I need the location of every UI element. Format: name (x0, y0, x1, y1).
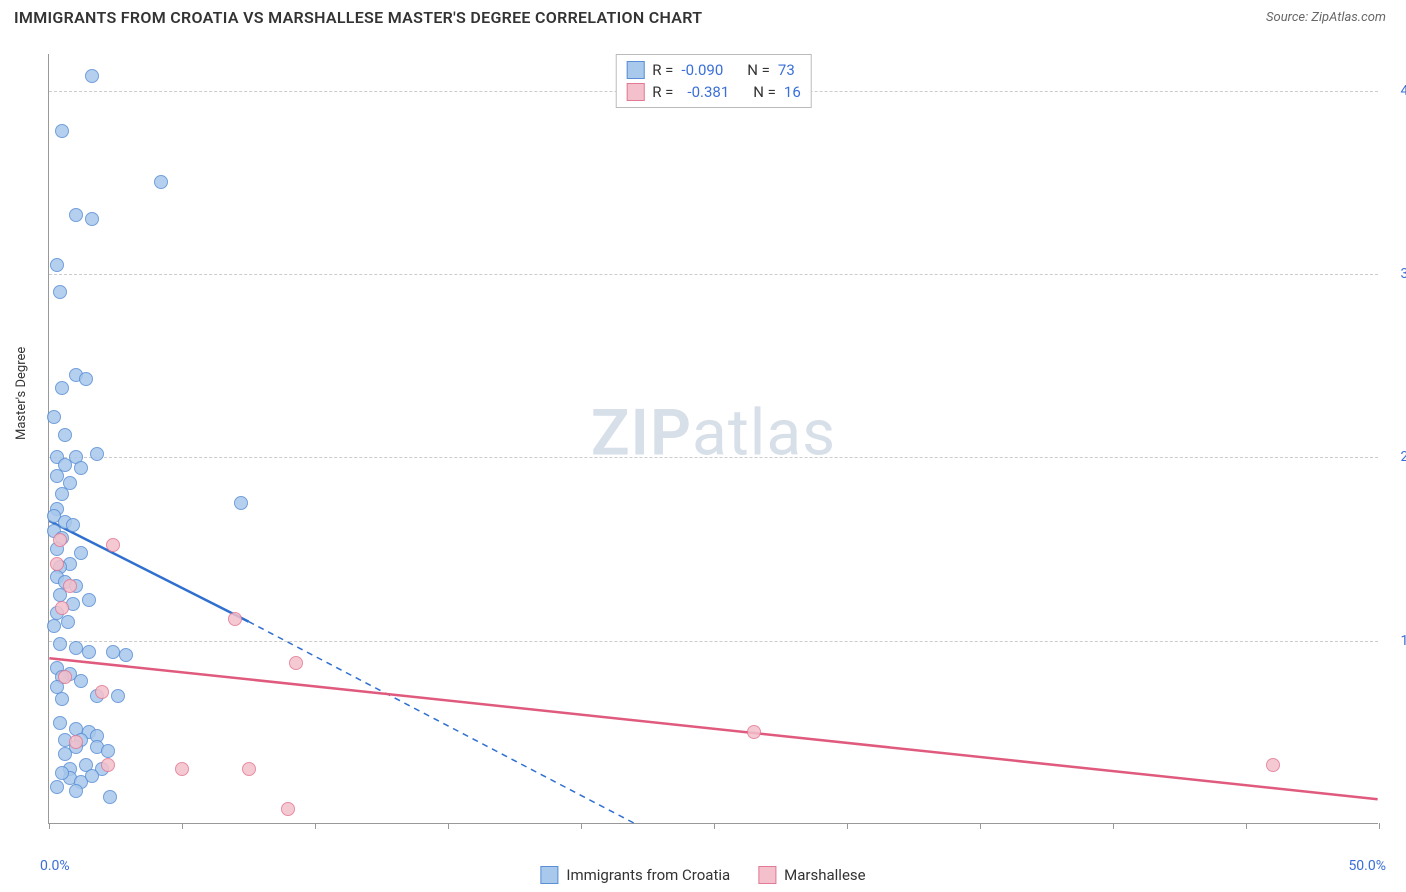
data-point (61, 615, 75, 629)
data-point (58, 670, 72, 684)
data-point (228, 612, 242, 626)
legend-swatch-croatia (626, 61, 644, 79)
data-point (103, 790, 117, 804)
data-point (55, 766, 69, 780)
chart-title: IMMIGRANTS FROM CROATIA VS MARSHALLESE M… (14, 8, 702, 27)
chart-source: Source: ZipAtlas.com (1266, 10, 1386, 25)
x-tick-min: 0.0% (40, 858, 70, 874)
data-point (58, 428, 72, 442)
data-point (79, 372, 93, 386)
gridline (49, 457, 1378, 458)
legend-swatch-icon (758, 866, 776, 884)
data-point (82, 593, 96, 607)
data-point (242, 762, 256, 776)
data-point (281, 802, 295, 816)
data-point (154, 175, 168, 189)
data-point (85, 212, 99, 226)
data-point (66, 518, 80, 532)
data-point (111, 689, 125, 703)
data-point (58, 747, 72, 761)
x-tick (980, 823, 981, 829)
legend-row-marshallese: R = -0.381 N = 16 (626, 81, 801, 103)
data-point (106, 645, 120, 659)
y-tick-label: 20.0% (1383, 449, 1406, 465)
watermark: ZIPatlas (591, 395, 836, 470)
data-point (74, 546, 88, 560)
x-tick (714, 823, 715, 829)
data-point (53, 533, 67, 547)
data-point (55, 692, 69, 706)
x-tick-max: 50.0% (1348, 858, 1386, 874)
data-point (50, 780, 64, 794)
data-point (106, 538, 120, 552)
scatter-chart: ZIPatlas R = -0.090 N = 73 R = -0.381 N … (48, 54, 1378, 824)
x-tick (49, 823, 50, 829)
correlation-legend: R = -0.090 N = 73 R = -0.381 N = 16 (615, 54, 812, 108)
x-tick (448, 823, 449, 829)
data-point (50, 469, 64, 483)
y-tick-label: 40.0% (1383, 83, 1406, 99)
data-point (90, 447, 104, 461)
data-point (69, 784, 83, 798)
x-tick (315, 823, 316, 829)
gridline (49, 274, 1378, 275)
data-point (55, 124, 69, 138)
legend-item-marshallese: Marshallese (758, 866, 865, 884)
data-point (55, 381, 69, 395)
y-axis-label: Master's Degree (14, 347, 29, 440)
trend-lines (49, 54, 1378, 823)
data-point (82, 645, 96, 659)
data-point (175, 762, 189, 776)
data-point (747, 725, 761, 739)
y-tick-label: 10.0% (1383, 633, 1406, 649)
x-tick (1113, 823, 1114, 829)
data-point (101, 758, 115, 772)
data-point (50, 258, 64, 272)
data-point (234, 496, 248, 510)
data-point (101, 744, 115, 758)
data-point (55, 487, 69, 501)
data-point (53, 637, 67, 651)
data-point (1266, 758, 1280, 772)
legend-row-croatia: R = -0.090 N = 73 (626, 59, 801, 81)
data-point (50, 557, 64, 571)
data-point (289, 656, 303, 670)
x-tick (1246, 823, 1247, 829)
data-point (119, 648, 133, 662)
data-point (95, 685, 109, 699)
x-tick (581, 823, 582, 829)
data-point (53, 716, 67, 730)
legend-swatch-marshallese (626, 83, 644, 101)
legend-swatch-icon (540, 866, 558, 884)
x-tick (847, 823, 848, 829)
data-point (53, 285, 67, 299)
x-tick (182, 823, 183, 829)
data-point (69, 208, 83, 222)
data-point (85, 769, 99, 783)
legend-item-croatia: Immigrants from Croatia (540, 866, 730, 884)
series-legend: Immigrants from Croatia Marshallese (540, 866, 865, 884)
data-point (69, 641, 83, 655)
gridline (49, 641, 1378, 642)
data-point (63, 579, 77, 593)
data-point (69, 735, 83, 749)
chart-header: IMMIGRANTS FROM CROATIA VS MARSHALLESE M… (0, 0, 1406, 33)
y-tick-label: 30.0% (1383, 266, 1406, 282)
data-point (85, 69, 99, 83)
data-point (55, 601, 69, 615)
data-point (74, 461, 88, 475)
data-point (47, 410, 61, 424)
data-point (74, 674, 88, 688)
data-point (47, 619, 61, 633)
x-tick (1379, 823, 1380, 829)
